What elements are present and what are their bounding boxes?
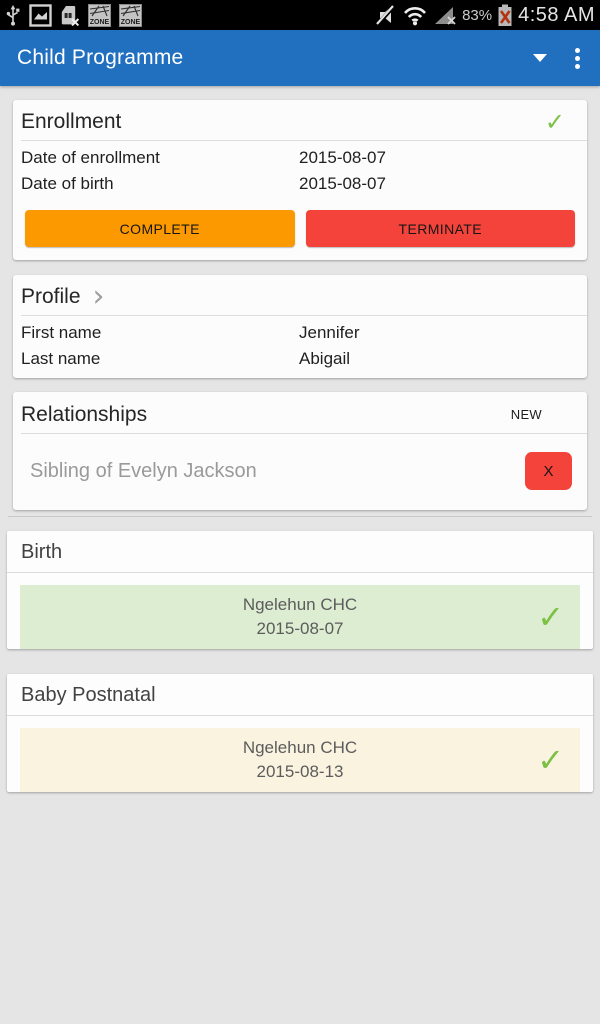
enrollment-header: Enrollment ✓ <box>13 100 587 140</box>
relationships-header: Relationships NEW <box>13 392 587 433</box>
divider <box>21 315 587 316</box>
delete-relationship-button[interactable]: X <box>525 452 572 490</box>
stage-card-birth: Birth Ngelehun CHC 2015-08-07 ✓ <box>7 531 593 649</box>
relationships-card: Relationships NEW Sibling of Evelyn Jack… <box>13 392 587 510</box>
profile-card: Profile › First name Jennifer Last name … <box>13 275 587 378</box>
divider <box>21 433 587 434</box>
enrollment-fields: Date of enrollment 2015-08-07 Date of bi… <box>13 141 587 203</box>
section-divider <box>8 516 592 517</box>
status-right-icons: 83% 4:58 AM <box>376 4 595 27</box>
field-label: First name <box>21 323 102 342</box>
content: Enrollment ✓ Date of enrollment 2015-08-… <box>0 86 600 792</box>
signal-none-icon <box>435 7 456 25</box>
status-left-icons: ZONE ZONE <box>5 3 142 27</box>
event-row[interactable]: Ngelehun CHC 2015-08-13 ✓ <box>20 728 580 792</box>
terminate-button[interactable]: TERMINATE <box>305 210 575 247</box>
screenshot-icon <box>29 3 52 27</box>
status-time: 4:58 AM <box>518 3 595 26</box>
battery-percent: 83% <box>462 6 493 24</box>
event-complete-check-icon: ✓ <box>537 598 564 636</box>
profile-row: First name Jennifer <box>13 320 587 346</box>
event-org-unit: Ngelehun CHC <box>242 595 358 614</box>
profile-header[interactable]: Profile › <box>13 275 587 315</box>
svg-text:ZONE: ZONE <box>121 19 141 26</box>
zone-icon: ZONE <box>88 3 111 27</box>
mute-icon <box>376 4 396 26</box>
enrollment-title: Enrollment <box>21 110 122 133</box>
stage-card-baby-postnatal: Baby Postnatal Ngelehun CHC 2015-08-13 ✓ <box>7 674 593 792</box>
relationship-item: Sibling of Evelyn Jackson X <box>13 434 587 510</box>
complete-button[interactable]: COMPLETE <box>25 210 295 247</box>
event-row[interactable]: Ngelehun CHC 2015-08-07 ✓ <box>20 585 580 649</box>
relationships-title: Relationships <box>21 402 148 426</box>
new-relationship-button[interactable]: NEW <box>510 407 542 422</box>
page-title: Child Programme <box>17 46 184 69</box>
field-value: Abigail <box>299 349 351 368</box>
stage-header: Baby Postnatal <box>7 674 593 715</box>
field-value: 2015-08-07 <box>299 174 386 193</box>
battery-unknown-icon <box>498 4 512 26</box>
stage-title: Birth <box>21 541 63 563</box>
event-org-unit: Ngelehun CHC <box>242 738 358 757</box>
divider <box>7 715 593 716</box>
field-label: Date of birth <box>21 174 114 193</box>
event-date: 2015-08-13 <box>256 762 344 781</box>
enrollment-row: Date of enrollment 2015-08-07 <box>13 145 587 171</box>
chevron-right-icon: › <box>92 279 105 314</box>
enrollment-complete-check-icon: ✓ <box>544 108 565 136</box>
divider <box>7 572 593 573</box>
enrollment-card: Enrollment ✓ Date of enrollment 2015-08-… <box>13 100 587 260</box>
status-bar: ZONE ZONE <box>0 0 600 30</box>
profile-title: Profile <box>21 285 81 308</box>
sim-missing-icon <box>61 5 80 26</box>
app-bar: Child Programme <box>0 30 600 86</box>
field-value: Jennifer <box>299 323 360 342</box>
profile-fields: First name Jennifer Last name Abigail <box>13 316 587 378</box>
wifi-icon <box>404 6 427 25</box>
overflow-menu-icon[interactable] <box>573 44 582 73</box>
enrollment-actions: COMPLETE TERMINATE <box>13 203 587 260</box>
usb-icon <box>6 4 20 26</box>
zone-icon: ZONE <box>119 3 142 27</box>
event-complete-check-icon: ✓ <box>537 741 564 779</box>
enrollment-row: Date of birth 2015-08-07 <box>13 171 587 197</box>
stage-title: Baby Postnatal <box>21 684 156 706</box>
field-value: 2015-08-07 <box>299 148 386 167</box>
divider <box>21 140 587 141</box>
field-label: Last name <box>21 349 101 368</box>
svg-text:ZONE: ZONE <box>90 19 110 26</box>
field-label: Date of enrollment <box>21 148 160 167</box>
relationship-text: Sibling of Evelyn Jackson <box>30 459 257 482</box>
event-date: 2015-08-07 <box>256 619 344 638</box>
program-dropdown-caret-icon[interactable] <box>533 54 547 62</box>
stage-header: Birth <box>7 531 593 572</box>
profile-row: Last name Abigail <box>13 346 587 372</box>
